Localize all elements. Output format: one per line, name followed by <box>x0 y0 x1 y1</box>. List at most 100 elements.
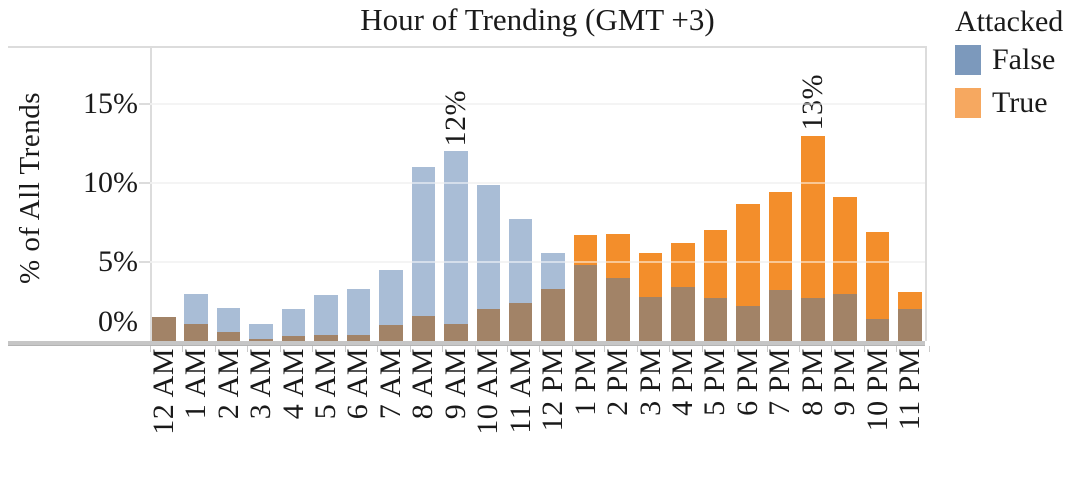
legend: Attacked False True <box>955 7 1080 118</box>
y-tick-label-15pct: 15% <box>83 87 138 120</box>
chart-title: Hour of Trending (GMT +3) <box>360 2 715 37</box>
legend-label-false: False <box>992 43 1056 76</box>
y-axis-tick-15pct <box>139 103 150 105</box>
bar-9-pm-true[interactable] <box>833 197 857 294</box>
x-tick-label-11-pm: 11 PM <box>893 348 927 431</box>
bar-3-pm-overlap[interactable] <box>638 296 663 341</box>
x-tick-18 <box>734 346 736 352</box>
x-tick-10 <box>474 346 476 352</box>
x-tick-label-7-pm: 7 PM <box>763 348 797 416</box>
bar-2-pm-overlap[interactable] <box>606 277 630 341</box>
y-axis-tick-5pct <box>139 261 150 263</box>
bar-11-pm-overlap[interactable] <box>898 309 922 341</box>
bar-6-am-overlap[interactable] <box>346 335 371 341</box>
x-tick-15 <box>636 346 638 352</box>
bar-2-pm-true[interactable] <box>606 233 630 278</box>
bar-10-am-overlap[interactable] <box>476 309 500 341</box>
x-tick-14 <box>604 346 606 352</box>
bar-6-am-false[interactable] <box>346 288 371 336</box>
x-tick-7 <box>377 346 379 352</box>
y-tick-label-0pct: 0% <box>98 305 138 338</box>
x-axis-line <box>8 341 925 346</box>
bar-3-pm-true[interactable] <box>638 252 663 297</box>
bar-12-am-overlap[interactable] <box>152 317 176 341</box>
x-tick-label-3-pm: 3 PM <box>633 348 667 416</box>
bar-10-pm-true[interactable] <box>865 231 890 319</box>
x-tick-17 <box>701 346 703 352</box>
y-tick-label-5pct: 5% <box>98 245 138 278</box>
y-axis-label: % of All Trends <box>14 92 46 285</box>
x-tick-label-2-pm: 2 PM <box>601 348 635 416</box>
bar-5-pm-overlap[interactable] <box>703 298 728 341</box>
x-tick-11 <box>506 346 508 352</box>
bar-7-am-false[interactable] <box>379 269 403 326</box>
bar-12-pm-overlap[interactable] <box>541 288 565 341</box>
bar-3-am-overlap[interactable] <box>249 338 273 341</box>
bar-5-am-false[interactable] <box>314 295 338 336</box>
bar-1-am-false[interactable] <box>184 293 208 324</box>
x-tick-13 <box>571 346 573 352</box>
x-tick-label-8-am: 8 AM <box>406 348 440 420</box>
bar-1-pm-overlap[interactable] <box>573 265 598 341</box>
bar-6-pm-overlap[interactable] <box>736 306 760 341</box>
legend-label-true: True <box>992 86 1048 119</box>
x-tick-label-4-pm: 4 PM <box>665 348 699 416</box>
bar-4-am-false[interactable] <box>281 309 306 337</box>
bar-4-pm-overlap[interactable] <box>671 287 695 341</box>
x-tick-label-5-pm: 5 PM <box>698 348 732 416</box>
bar-5-am-overlap[interactable] <box>314 335 338 341</box>
x-tick-5 <box>312 346 314 352</box>
bar-7-pm-true[interactable] <box>768 192 793 291</box>
x-tick-label-12-pm: 12 PM <box>536 348 570 432</box>
x-tick-12 <box>539 346 541 352</box>
bar-9-am-overlap[interactable] <box>444 323 468 341</box>
bar-7-pm-overlap[interactable] <box>768 290 793 341</box>
legend-item-false[interactable]: False <box>955 45 1080 75</box>
bar-4-pm-true[interactable] <box>671 243 695 288</box>
bar-2-am-false[interactable] <box>216 307 241 332</box>
gridline-overlay-5pct <box>150 261 925 263</box>
annotation-9-am: 12% <box>438 89 472 147</box>
bar-1-am-overlap[interactable] <box>184 323 208 341</box>
bar-6-pm-true[interactable] <box>736 203 760 307</box>
bar-11-pm-true[interactable] <box>898 292 922 310</box>
legend-swatch-true-icon <box>955 88 981 118</box>
x-tick-label-6-pm: 6 PM <box>730 348 764 416</box>
bar-1-pm-true[interactable] <box>573 235 598 266</box>
x-tick-label-11-am: 11 AM <box>503 348 537 434</box>
bar-8-pm-overlap[interactable] <box>801 298 825 341</box>
x-tick-label-4-am: 4 AM <box>276 348 310 420</box>
x-tick-label-1-pm: 1 PM <box>568 348 602 416</box>
x-tick-23 <box>896 346 898 352</box>
bar-9-pm-overlap[interactable] <box>833 293 857 341</box>
bar-5-pm-true[interactable] <box>703 230 728 299</box>
x-tick-20 <box>799 346 800 352</box>
bar-4-am-overlap[interactable] <box>281 336 306 341</box>
bar-10-pm-overlap[interactable] <box>865 318 890 341</box>
x-tick-label-9-pm: 9 PM <box>828 348 862 416</box>
bar-10-am-false[interactable] <box>476 184 500 310</box>
x-tick-21 <box>831 346 833 352</box>
x-tick-label-10-am: 10 AM <box>471 348 505 435</box>
gridline-overlay-15pct <box>150 103 925 105</box>
x-tick-6 <box>344 346 346 352</box>
bar-2-am-overlap[interactable] <box>216 331 241 341</box>
x-tick-label-6-am: 6 AM <box>341 348 375 420</box>
bar-8-am-overlap[interactable] <box>411 315 436 341</box>
x-tick-label-5-am: 5 AM <box>309 348 342 420</box>
bar-8-am-false[interactable] <box>411 167 436 316</box>
bar-9-am-false[interactable] <box>444 151 468 324</box>
bar-7-am-overlap[interactable] <box>379 325 403 341</box>
x-tick-8 <box>409 346 411 352</box>
x-tick-label-1-am: 1 AM <box>179 348 213 420</box>
plot-right-border <box>925 46 927 341</box>
bar-12-pm-false[interactable] <box>541 252 565 289</box>
y-axis-tick-10pct <box>139 182 150 184</box>
x-tick-16 <box>669 346 671 352</box>
x-tick-label-12-am: 12 AM <box>146 348 180 435</box>
bar-11-am-overlap[interactable] <box>508 303 533 341</box>
bar-3-am-false[interactable] <box>249 323 273 339</box>
legend-item-true[interactable]: True <box>955 88 1080 118</box>
bar-8-pm-true[interactable] <box>801 135 825 299</box>
